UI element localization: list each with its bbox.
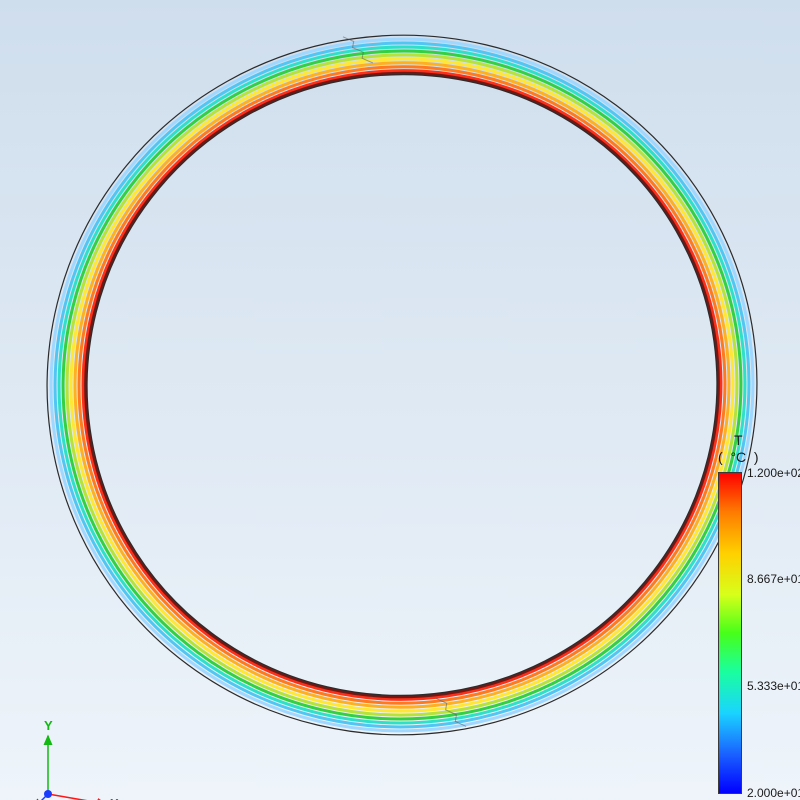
legend-tick-label: 2.000e+01 (741, 786, 800, 800)
legend-tick-label: 1.200e+02 (741, 466, 800, 480)
axis-triad: YXZ (28, 690, 164, 800)
axis-label: Y (44, 718, 53, 733)
legend-title: T ( °C ) (718, 432, 759, 466)
legend-color-bar: 1.200e+028.667e+015.333e+012.000e+01 (718, 472, 742, 794)
legend-tick-label: 5.333e+01 (741, 679, 800, 693)
simulation-viewport[interactable]: T ( °C ) 1.200e+028.667e+015.333e+012.00… (0, 0, 800, 800)
color-legend: T ( °C ) 1.200e+028.667e+015.333e+012.00… (718, 432, 759, 794)
temperature-contour-ring (0, 0, 800, 800)
axis-label: X (110, 796, 119, 800)
legend-tick-label: 8.667e+01 (741, 572, 800, 586)
